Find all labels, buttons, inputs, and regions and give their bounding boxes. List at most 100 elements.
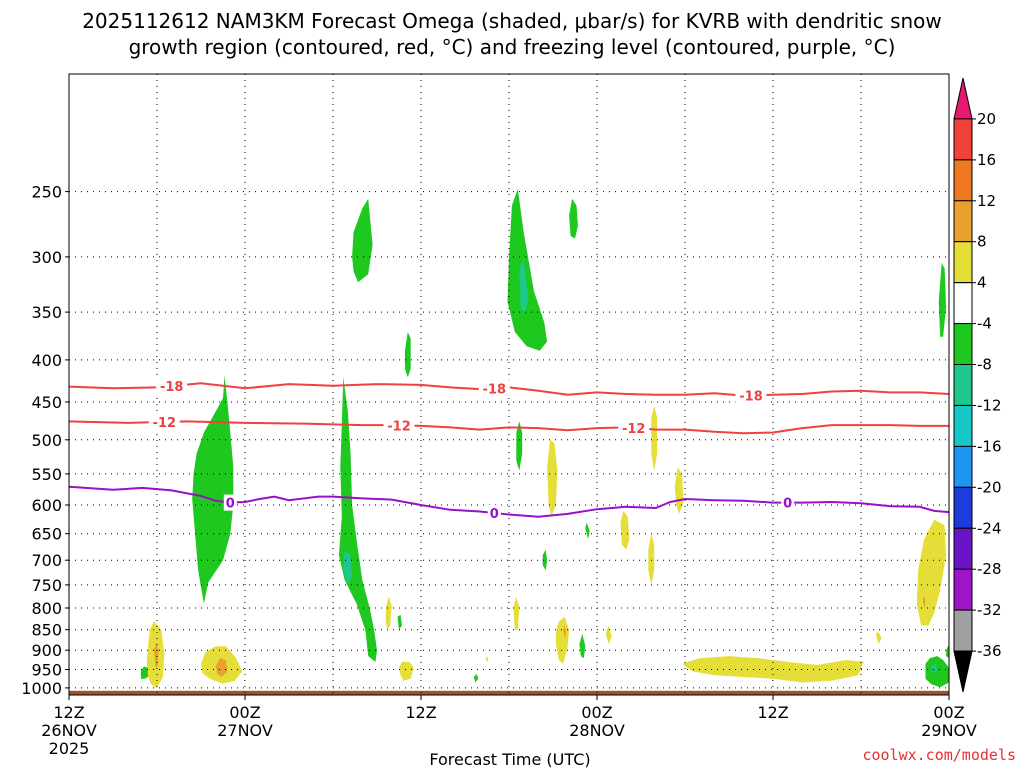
contour-label-dgz-minus18-2: -18	[739, 389, 763, 404]
colorbar-label-3: 8	[977, 233, 987, 251]
contour-layer: -18 -18 -18 -12 -12 -12 0 0 0	[68, 378, 950, 522]
omega-region-cyan-low-8	[931, 663, 938, 674]
colorbar-label-7: -12	[977, 397, 1002, 415]
colorbar-band-13	[953, 609, 973, 652]
y-tick-label-800: 800	[31, 599, 62, 618]
omega-region-cyan-core-2	[343, 549, 353, 585]
omega-region-green-small-5	[397, 614, 402, 630]
omega-region-yellow-3	[385, 596, 392, 630]
colorbar-band-3	[953, 200, 973, 243]
omega-region-green-edge-17	[946, 644, 949, 659]
y-tick-label-300: 300	[31, 248, 62, 267]
colorbar-band-2	[953, 159, 973, 202]
y-tick-label-400: 400	[31, 351, 62, 370]
omega-region-yellow-8	[555, 616, 570, 664]
colorbar-label-13: -36	[977, 642, 1002, 660]
colorbar-band-6	[953, 323, 973, 366]
x-tick-time-0: 12Z	[53, 703, 84, 722]
omega-region-yellow-4	[399, 661, 414, 681]
omega-region-green-upper-1	[352, 198, 373, 283]
y-tick-label-750: 750	[31, 576, 62, 595]
y-tick-label-500: 500	[31, 431, 62, 450]
colorbar-band-11	[953, 527, 973, 570]
contour-label-freezing-level-1: 0	[490, 507, 499, 522]
contour-label-bg-dgz-minus12-0	[148, 414, 180, 430]
contour-label-bg-dgz-minus12-1	[383, 417, 415, 434]
colorbar-label-0: 20	[977, 110, 996, 128]
colorbar: 20 16 12 8 4 -4 -8 -12 -16 -20 -24 -28 -32 -36	[953, 77, 1002, 693]
contour-dgz-minus12	[68, 420, 949, 435]
contour-label-dgz-minus12-2: -12	[622, 422, 646, 437]
y-tick-label-600: 600	[31, 496, 62, 515]
chart-title-line1: 2025112612 NAM3KM Forecast Omega (shaded…	[82, 9, 942, 33]
x-tick-year-0: 2025	[49, 739, 90, 758]
omega-region-yellow-6	[513, 596, 520, 630]
y-axis: 2503003504004505005506006507007508008509…	[21, 183, 69, 698]
contour-label-dgz-minus12-1: -12	[387, 419, 411, 434]
omega-region-orange-8	[563, 625, 567, 639]
omega-region-yellow-15	[875, 631, 882, 645]
omega-region-green-blob-1	[192, 375, 234, 604]
contour-label-bg-dgz-minus18-0	[156, 378, 188, 394]
y-tick-label-350: 350	[31, 303, 62, 322]
omega-region-orange-1	[154, 642, 159, 668]
credit-text: coolwx.com/models	[862, 746, 1016, 764]
omega-shading-layer	[140, 188, 949, 688]
colorbar-label-8: -16	[977, 437, 1002, 455]
colorbar-label-12: -32	[977, 601, 1002, 619]
chart-title-line2: growth region (contoured, red, °C) and f…	[129, 35, 896, 59]
colorbar-band-4	[953, 241, 973, 284]
colorbar-band-12	[953, 568, 973, 611]
omega-region-yellow-7	[547, 439, 558, 517]
contour-label-bg-freezing-level-1	[487, 505, 501, 521]
omega-region-yellow-14	[682, 656, 864, 683]
y-tick-label-850: 850	[31, 621, 62, 640]
omega-region-yellow-12	[648, 533, 655, 585]
x-tick-time-24: 12Z	[405, 703, 436, 722]
colorbar-label-4: 4	[977, 274, 987, 292]
colorbar-band-1	[953, 118, 973, 161]
omega-region-green-upper-3	[507, 188, 548, 351]
omega-region-green-low-8	[925, 656, 949, 688]
omega-region-orange-2	[215, 658, 228, 677]
plot-frame	[68, 73, 950, 696]
omega-region-yellow-5	[485, 656, 489, 662]
colorbar-label-11: -28	[977, 560, 1002, 578]
omega-region-yellow-9	[605, 625, 612, 645]
x-tick-date-36: 28NOV	[569, 721, 625, 740]
colorbar-band-bottom-arrow	[953, 650, 973, 693]
contour-label-bg-dgz-minus18-1	[478, 380, 510, 397]
omega-region-green-small-6	[473, 674, 479, 683]
x-tick-time-48: 12Z	[757, 703, 788, 722]
omega-region-green-upper-5	[938, 262, 947, 337]
x-tick-date-0: 26NOV	[41, 721, 97, 740]
contour-label-dgz-minus18-0: -18	[160, 380, 184, 395]
x-tick-date-60: 29NOV	[921, 721, 977, 740]
omega-region-orange-16	[922, 595, 926, 608]
colorbar-band-10	[953, 486, 973, 529]
omega-region-green-upper-4	[569, 198, 578, 239]
colorbar-label-6: -8	[977, 356, 992, 374]
colorbar-label-5: -4	[977, 315, 992, 333]
x-axis-label: Forecast Time (UTC)	[429, 750, 590, 768]
colorbar-band-9	[953, 445, 973, 488]
colorbar-band-top-arrow	[953, 77, 973, 120]
omega-region-green-blob-2	[338, 377, 377, 662]
colorbar-label-9: -20	[977, 478, 1002, 496]
contour-label-bg-freezing-level-0	[223, 494, 237, 511]
colorbar-label-2: 12	[977, 192, 996, 210]
colorbar-label-10: -24	[977, 519, 1002, 537]
y-tick-label-950: 950	[31, 661, 62, 680]
omega-region-yellow-10	[620, 510, 630, 550]
omega-region-green-small-1	[516, 421, 523, 471]
omega-region-green-small-3	[585, 522, 590, 540]
contour-dgz-minus18	[68, 382, 950, 397]
omega-region-yellow-11	[651, 406, 658, 471]
contour-label-bg-dgz-minus18-2	[735, 387, 767, 404]
colorbar-band-5	[953, 282, 973, 325]
x-tick-time-36: 00Z	[581, 703, 612, 722]
y-tick-label-250: 250	[31, 183, 62, 202]
colorbar-label-1: 16	[977, 151, 996, 169]
